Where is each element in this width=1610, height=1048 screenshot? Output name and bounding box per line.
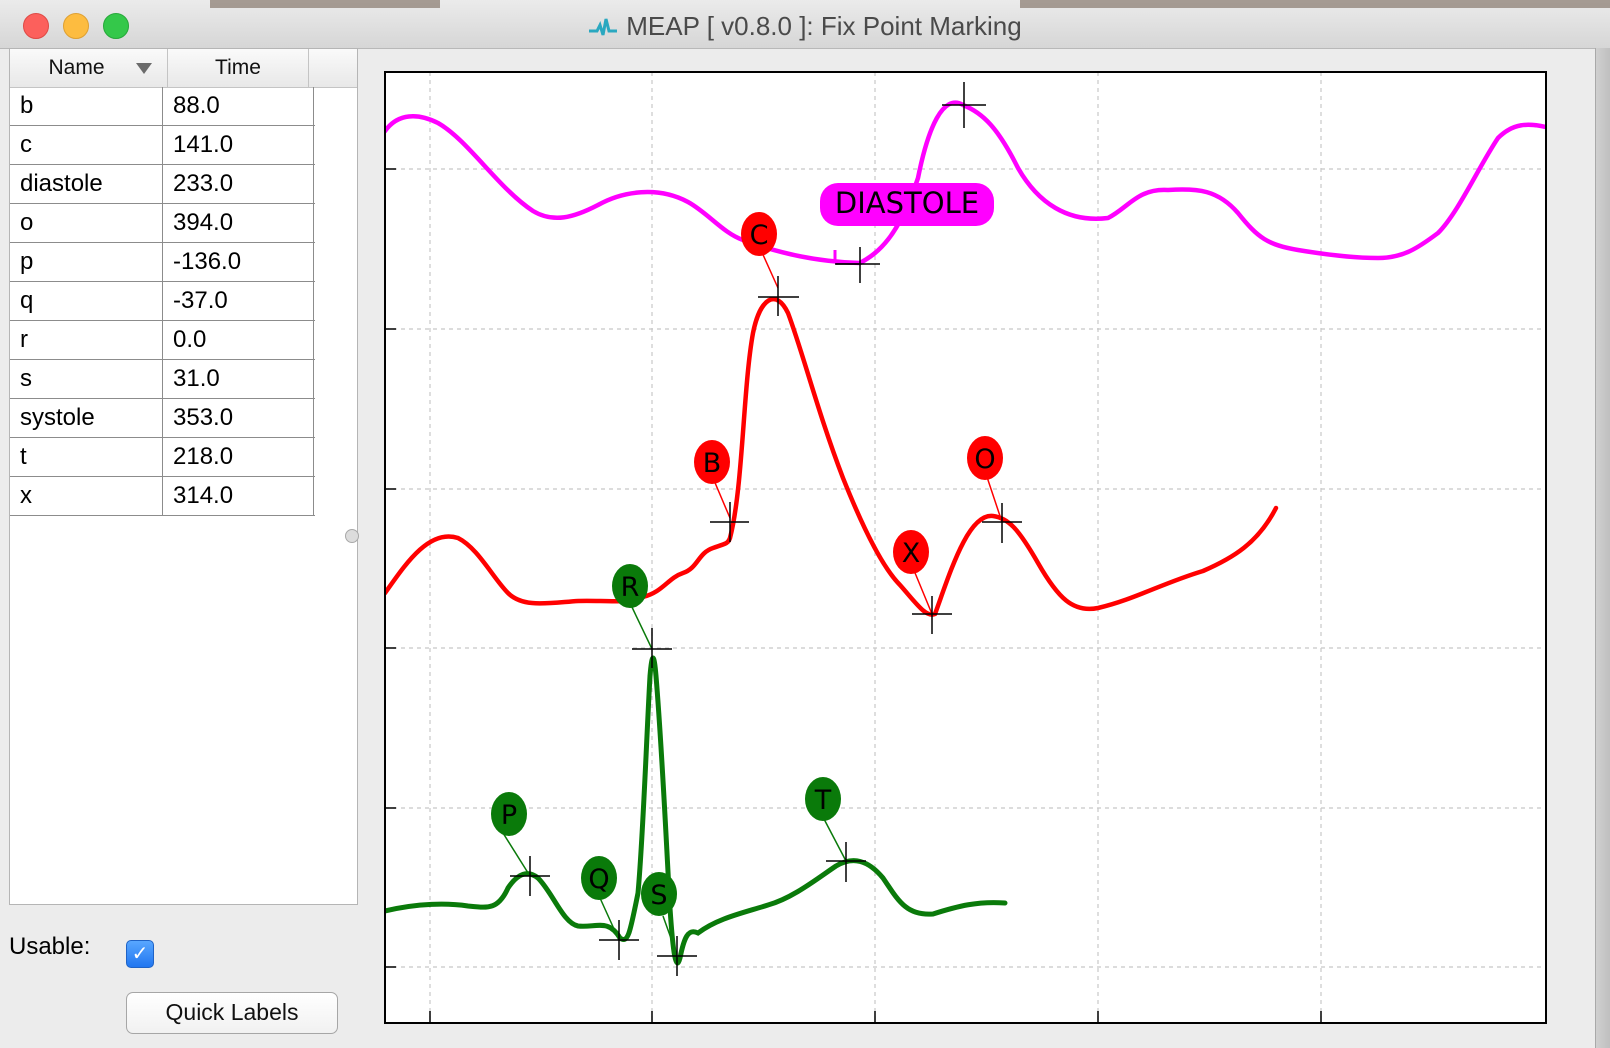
column-header-time-label: Time — [215, 56, 261, 79]
b-marker[interactable]: B — [694, 440, 749, 542]
cell-time[interactable]: 233.0 — [163, 165, 314, 203]
cell-name[interactable]: c — [10, 126, 163, 164]
cell-time[interactable]: 394.0 — [163, 204, 314, 242]
sort-descending-icon[interactable] — [136, 63, 152, 74]
cell-name[interactable]: diastole — [10, 165, 163, 203]
diastole-label: DIASTOLE — [835, 186, 979, 220]
cell-time[interactable]: 314.0 — [163, 477, 314, 515]
checkmark-icon: ✓ — [131, 943, 149, 965]
cell-time[interactable]: 0.0 — [163, 321, 314, 359]
r-label: R — [621, 572, 640, 603]
usable-label: Usable: — [9, 933, 91, 960]
close-button[interactable] — [23, 13, 49, 39]
cell-name[interactable]: t — [10, 438, 163, 476]
table-row[interactable]: p -136.0 — [10, 243, 315, 282]
c-marker[interactable]: C — [741, 212, 799, 316]
q-label: Q — [588, 864, 609, 895]
table-header: Name Time — [10, 49, 357, 88]
window-title: MEAP [ v0.8.0 ]: Fix Point Marking — [0, 11, 1610, 45]
window-title-text: MEAP [ v0.8.0 ]: Fix Point Marking — [626, 11, 1022, 41]
cell-time[interactable]: 31.0 — [163, 360, 314, 398]
table-row[interactable]: diastole 233.0 — [10, 165, 315, 204]
plot-area — [385, 72, 1546, 1023]
signal-plot[interactable]: DIASTOLE C B — [358, 48, 1596, 1048]
diastole-marker[interactable]: DIASTOLE — [820, 183, 994, 283]
x-label: X — [902, 538, 921, 569]
points-table: Name Time b 88.0 c 141.0 diastole 233.0 o 39… — [9, 48, 358, 905]
q-marker[interactable]: Q — [581, 856, 639, 960]
background-window-strip — [210, 0, 440, 8]
dzdt-trace — [385, 296, 1279, 617]
column-header-time[interactable]: Time — [168, 49, 309, 87]
minimize-button[interactable] — [63, 13, 89, 39]
column-header-name[interactable]: Name — [10, 49, 168, 87]
table-row[interactable]: q -37.0 — [10, 282, 315, 321]
x-marker[interactable]: X — [893, 530, 952, 634]
p-marker[interactable]: P — [491, 792, 550, 896]
p-label: P — [501, 800, 517, 831]
y-axis-ticks — [385, 168, 396, 968]
o-marker[interactable]: O — [967, 436, 1022, 543]
cell-name[interactable]: r — [10, 321, 163, 359]
quick-labels-button[interactable]: Quick Labels — [126, 992, 338, 1034]
cell-time[interactable]: 141.0 — [163, 126, 314, 164]
usable-checkbox[interactable]: ✓ — [126, 940, 154, 968]
splitter-handle[interactable] — [345, 529, 359, 543]
b-label: B — [703, 448, 722, 479]
table-row[interactable]: b 88.0 — [10, 87, 315, 126]
table-row[interactable]: r 0.0 — [10, 321, 315, 360]
cell-name[interactable]: o — [10, 204, 163, 242]
table-row[interactable]: systole 353.0 — [10, 399, 315, 438]
t-marker[interactable]: T — [805, 777, 866, 882]
cell-time[interactable]: 88.0 — [163, 87, 314, 125]
cell-name[interactable]: s — [10, 360, 163, 398]
window-edge — [1595, 48, 1610, 1048]
table-row[interactable]: c 141.0 — [10, 126, 315, 165]
cell-name[interactable]: x — [10, 477, 163, 515]
column-header-name-label: Name — [48, 56, 105, 79]
table-row[interactable]: t 218.0 — [10, 438, 315, 477]
cell-name[interactable]: q — [10, 282, 163, 320]
cell-time[interactable]: -37.0 — [163, 282, 314, 320]
bp-trace — [385, 100, 1546, 266]
zoom-button[interactable] — [103, 13, 129, 39]
cell-name[interactable]: systole — [10, 399, 163, 437]
plot-frame — [384, 71, 1547, 1024]
app-logo-icon — [588, 14, 618, 45]
title-bar[interactable]: MEAP [ v0.8.0 ]: Fix Point Marking — [0, 0, 1610, 49]
table-row[interactable]: s 31.0 — [10, 360, 315, 399]
table-body: b 88.0 c 141.0 diastole 233.0 o 394.0 p -136.… — [10, 87, 315, 516]
r-marker[interactable]: R — [612, 564, 672, 668]
x-axis-ticks — [429, 1011, 1322, 1023]
cell-time[interactable]: 218.0 — [163, 438, 314, 476]
table-row[interactable]: o 394.0 — [10, 204, 315, 243]
table-row[interactable]: x 314.0 — [10, 477, 315, 516]
s-label: S — [650, 880, 667, 911]
c-label: C — [750, 220, 769, 251]
cell-name[interactable]: p — [10, 243, 163, 281]
systole-marker[interactable] — [942, 82, 986, 128]
cell-name[interactable]: b — [10, 87, 163, 125]
cell-time[interactable]: -136.0 — [163, 243, 314, 281]
background-window-strip — [1020, 0, 1610, 8]
t-label: T — [814, 785, 832, 816]
s-marker[interactable]: S — [641, 872, 697, 976]
cell-time[interactable]: 353.0 — [163, 399, 314, 437]
o-label: O — [974, 444, 995, 475]
